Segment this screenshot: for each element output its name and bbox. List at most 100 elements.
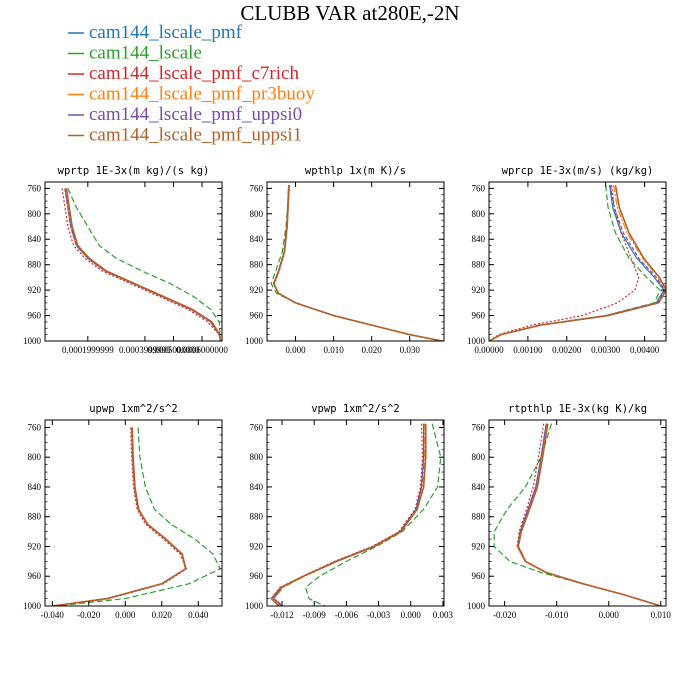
y-tick-label: 800 bbox=[250, 452, 264, 462]
y-tick-label: 840 bbox=[472, 482, 486, 492]
x-tick-label: -0.003 bbox=[367, 610, 391, 620]
x-tick-label: -0.012 bbox=[270, 610, 293, 620]
y-tick-label: 760 bbox=[472, 422, 486, 432]
panel-title: upwp 1xm^2/s^2 bbox=[89, 403, 178, 415]
panel: wprcp 1E-3x(m/s) (kg/kg) 760 800 840 880 920 9… bbox=[467, 165, 667, 355]
legend-label: cam144_lscale_pmf bbox=[89, 22, 243, 43]
y-tick-label: 880 bbox=[250, 260, 264, 270]
y-tick-label: 920 bbox=[472, 541, 486, 551]
y-tick-label: 840 bbox=[250, 482, 264, 492]
y-tick-label: 1000 bbox=[23, 336, 42, 346]
y-tick-label: 1000 bbox=[467, 601, 486, 611]
x-tick-label: 0.00100 bbox=[513, 345, 543, 355]
series-line bbox=[67, 188, 222, 341]
legend: cam144_lscale_pmfcam144_lscalecam144_lsc… bbox=[68, 22, 315, 146]
series-group bbox=[270, 185, 443, 341]
series-group bbox=[493, 423, 662, 606]
series-line bbox=[52, 427, 188, 606]
y-tick-label: 880 bbox=[28, 512, 42, 522]
series-line bbox=[52, 427, 187, 606]
series-line bbox=[270, 423, 424, 606]
series-line bbox=[55, 427, 221, 606]
series-line bbox=[489, 185, 666, 341]
plot-frame bbox=[488, 181, 667, 342]
legend-entry: cam144_lscale_pmf bbox=[68, 22, 243, 43]
legend-entry: cam144_lscale_pmf_uppsi1 bbox=[68, 125, 302, 146]
y-tick-label: 800 bbox=[28, 452, 42, 462]
x-tick-label: 0.00300 bbox=[591, 345, 621, 355]
y-tick-label: 760 bbox=[250, 183, 264, 193]
series-line bbox=[65, 188, 222, 341]
x-tick-label: 0.000 bbox=[401, 610, 422, 620]
legend-entry: cam144_lscale_pmf_uppsi0 bbox=[68, 104, 302, 125]
y-tick-label: 880 bbox=[28, 260, 42, 270]
panel: rtpthlp 1E-3x(kg K)/kg 760 800 840 880 920 960… bbox=[467, 403, 671, 620]
series-line bbox=[517, 423, 661, 606]
series-line bbox=[516, 423, 661, 606]
x-tick-label: 0.0005000000 bbox=[148, 345, 200, 355]
y-tick-label: 920 bbox=[28, 541, 42, 551]
y-tick-label: 960 bbox=[250, 311, 264, 321]
x-tick-label: 0.020 bbox=[362, 345, 383, 355]
panel-title: wpthlp 1x(m K)/s bbox=[305, 165, 406, 177]
y-tick-label: 1000 bbox=[23, 601, 42, 611]
y-tick-label: 840 bbox=[28, 234, 42, 244]
x-tick-label: -0.020 bbox=[77, 610, 101, 620]
legend-label: cam144_lscale_pmf_c7rich bbox=[89, 63, 299, 84]
x-tick-label: 0.020 bbox=[152, 610, 173, 620]
y-tick-label: 1000 bbox=[467, 336, 486, 346]
legend-label: cam144_lscale_pmf_pr3buoy bbox=[89, 84, 315, 105]
x-tick-label: 0.010 bbox=[323, 345, 344, 355]
y-tick-label: 800 bbox=[472, 452, 486, 462]
series-line bbox=[64, 188, 222, 341]
x-tick-label: 0.040 bbox=[188, 610, 209, 620]
y-tick-label: 920 bbox=[28, 285, 42, 295]
x-tick-label: -0.006 bbox=[335, 610, 359, 620]
y-tick-label: 880 bbox=[472, 512, 486, 522]
y-tick-label: 840 bbox=[28, 482, 42, 492]
x-tick-label: 0.0001999999 bbox=[62, 345, 114, 355]
legend-entry: cam144_lscale bbox=[68, 43, 202, 64]
plot-frame bbox=[44, 181, 223, 342]
series-line bbox=[489, 185, 666, 341]
series-line bbox=[304, 423, 442, 606]
y-tick-label: 880 bbox=[472, 260, 486, 270]
y-tick-label: 920 bbox=[250, 541, 264, 551]
panel-title: vpwp 1xm^2/s^2 bbox=[311, 403, 400, 415]
panel-title: wprcp 1E-3x(m/s) (kg/kg) bbox=[502, 165, 654, 177]
x-tick-label: 0.010 bbox=[651, 610, 672, 620]
y-tick-label: 960 bbox=[28, 311, 42, 321]
legend-label: cam144_lscale_pmf_uppsi0 bbox=[89, 104, 302, 125]
series-line bbox=[270, 423, 427, 606]
panel: upwp 1xm^2/s^27608008408809209601000-0.0… bbox=[23, 403, 223, 620]
panel-title: rtpthlp 1E-3x(kg K)/kg bbox=[508, 403, 647, 415]
x-tick-label: 0.000 bbox=[115, 610, 136, 620]
series-line bbox=[52, 427, 187, 606]
y-tick-label: 800 bbox=[28, 209, 42, 219]
series-group bbox=[270, 423, 442, 606]
y-tick-label: 760 bbox=[28, 422, 42, 432]
y-tick-label: 960 bbox=[472, 311, 486, 321]
y-tick-label: 960 bbox=[28, 571, 42, 581]
series-line bbox=[272, 185, 443, 341]
plot-frame bbox=[488, 419, 667, 607]
figure-title: CLUBB VAR at280E,-2N bbox=[240, 1, 459, 25]
series-line bbox=[489, 185, 665, 341]
x-tick-label: 0.00200 bbox=[552, 345, 582, 355]
y-tick-label: 1000 bbox=[245, 601, 264, 611]
series-line bbox=[517, 423, 661, 606]
y-tick-label: 760 bbox=[472, 183, 486, 193]
y-tick-label: 920 bbox=[472, 285, 486, 295]
x-tick-label: 0.000 bbox=[599, 610, 620, 620]
y-tick-label: 760 bbox=[250, 422, 264, 432]
series-line bbox=[52, 427, 187, 606]
x-tick-label: -0.020 bbox=[493, 610, 517, 620]
y-tick-label: 840 bbox=[250, 234, 264, 244]
x-tick-label: 0.030 bbox=[400, 345, 421, 355]
series-line bbox=[272, 185, 443, 341]
x-tick-label: 0.0006000000 bbox=[176, 345, 228, 355]
y-tick-label: 800 bbox=[472, 209, 486, 219]
series-line bbox=[489, 185, 666, 341]
x-tick-label: -0.040 bbox=[41, 610, 65, 620]
